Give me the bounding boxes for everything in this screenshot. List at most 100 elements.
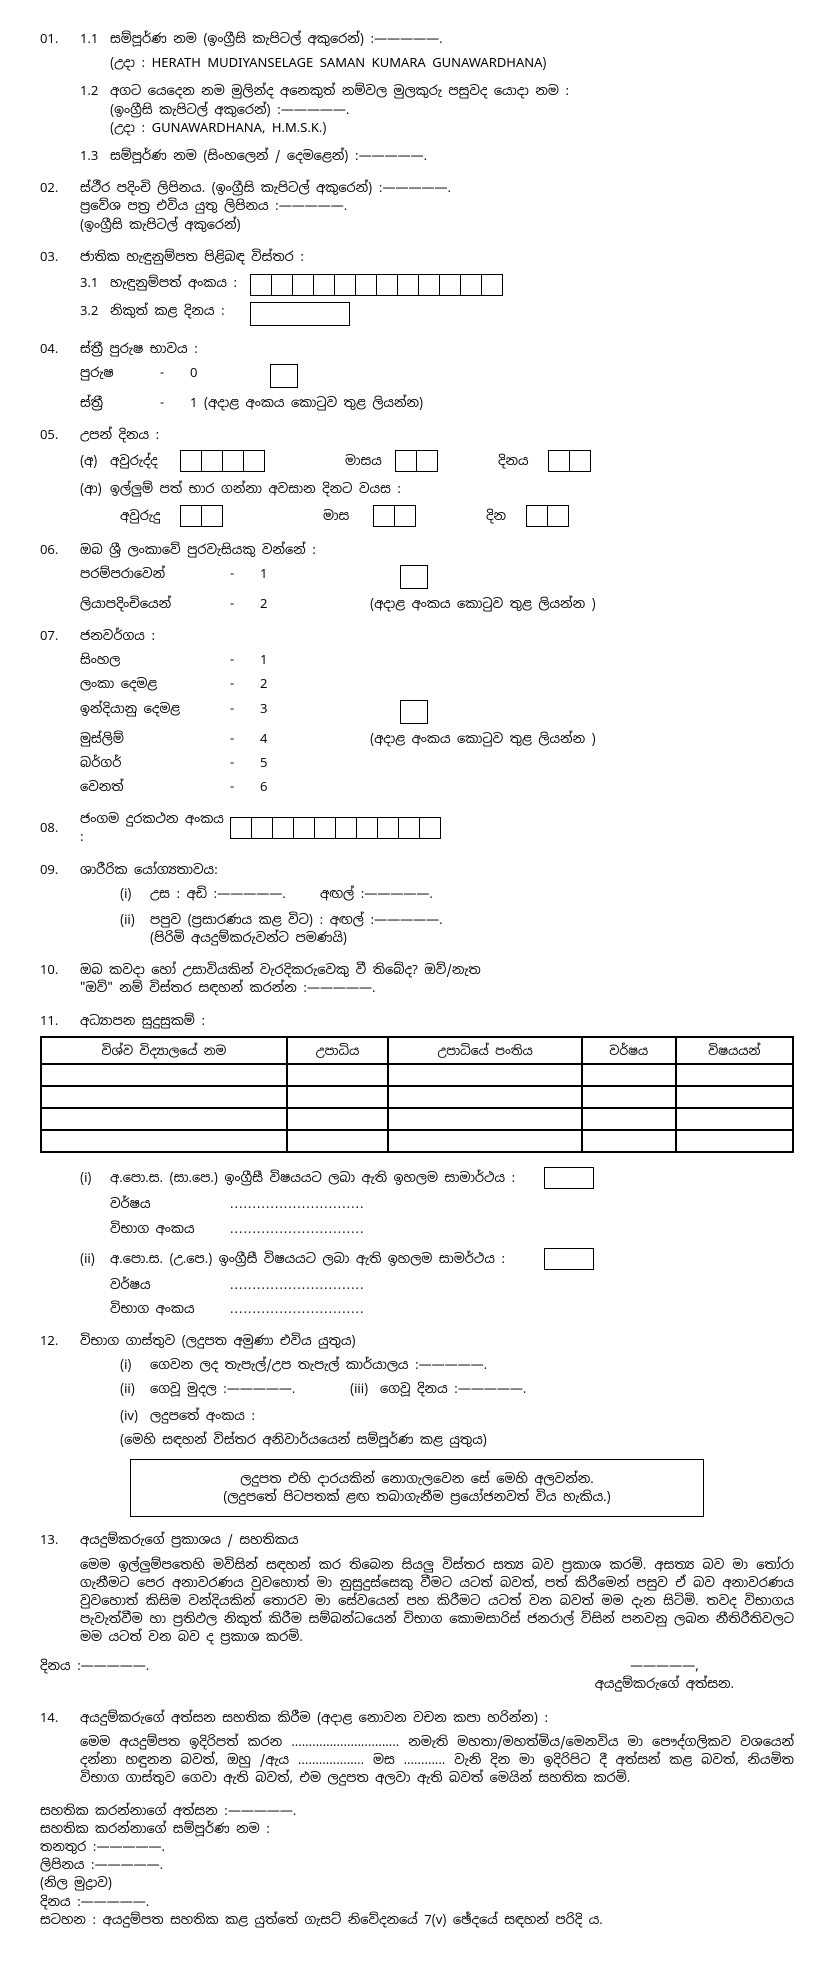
q11-yr-1: වර්ෂය [110, 1195, 230, 1213]
num-12: 12. [40, 1332, 80, 1350]
q06-o2: ලියාපදිංචියෙන් [80, 595, 230, 613]
q05-b: ඉල්ලුම් පත් භාර ගන්නා අවසාන දිනට වයස : [110, 480, 401, 498]
q05-year: අවුරුද්ද [110, 452, 180, 470]
al-grade-box[interactable] [544, 1248, 594, 1270]
q04-mv: 0 [190, 364, 220, 382]
q05-a-lbl: (අ) [80, 452, 110, 470]
q09-ii-b: (පිරිමි අයදුම්කරුවන්ට පමණයි) [150, 929, 443, 947]
num-10: 10. [40, 961, 80, 979]
q01-11-ex: (උදා : HERATH MUDIYANSELAGE SAMAN KUMARA… [110, 54, 794, 72]
section-06: 06. ඔබ ශ්‍රී ලංකාවේ පුරවැසියකු වන්නේ : ප… [40, 541, 794, 613]
q07-v6: 6 [260, 778, 320, 796]
q06-t: ඔබ ශ්‍රී ලංකාවේ පුරවැසියකු වන්නේ : [80, 541, 794, 559]
q11-i-n: (i) [80, 1169, 110, 1187]
q03-32: නිකුත් කළ දිනය : [110, 302, 250, 320]
table-row[interactable] [41, 1064, 793, 1086]
q05-day: දිනය [498, 452, 548, 470]
q12-iv: ලදුපතේ අංකය : [150, 1407, 255, 1425]
q02-a: ස්ථීර පදිංචි ලිපිනය. (ඉංග්‍රීසි කැපිටල් … [80, 179, 794, 197]
q01-12a: අගට යෙදෙන නම මුලින්ද අනෙකුත් නම්වල මුලකු… [110, 82, 794, 100]
dob-year[interactable] [180, 450, 265, 472]
edu-h5: විෂයයන් [676, 1037, 793, 1065]
dots2: .............................. [230, 1220, 365, 1238]
table-row[interactable] [41, 1086, 793, 1108]
edu-h2: උපාධිය [287, 1037, 389, 1065]
num-04: 04. [40, 340, 80, 358]
q05-t: උපන් දිනය : [80, 426, 794, 444]
q11-t: අධ්‍යාපන සුදුසුකම් : [80, 1012, 794, 1030]
education-table: විශ්ව විද්‍යාලයේ නම උපාධිය උපාධියේ පංතිය… [40, 1036, 794, 1154]
q14-c1: සහතික කරන්නාගේ අත්සන :—————. [40, 1802, 794, 1820]
ol-grade-box[interactable] [544, 1167, 594, 1189]
q06-v2: 2 [260, 595, 320, 613]
ethnic-box[interactable] [400, 700, 428, 724]
section-02: 02. ස්ථීර පදිංචි ලිපිනය. (ඉංග්‍රීසි කැපි… [40, 179, 794, 234]
subnum-31: 3.1 [80, 274, 110, 292]
table-row[interactable] [41, 1130, 793, 1152]
age-day[interactable] [526, 505, 569, 527]
q10-a: ඔබ කවදා හෝ උසාවියකින් වැරදිකරුවෙකු වී ති… [80, 961, 794, 979]
q12-iv-n: (iv) [120, 1407, 150, 1425]
q11-yr-2: වර්ෂය [110, 1276, 230, 1294]
edu-h4: වර්ෂය [582, 1037, 676, 1065]
table-row[interactable] [41, 1108, 793, 1130]
dots4: .............................. [230, 1300, 365, 1318]
q11-exno-2: විභාග අංකය [110, 1300, 230, 1318]
section-12: 12. විභාග ගාස්තුව (ලදුපත අමුණා එවිය යුතු… [40, 1332, 794, 1517]
q05-m2: මාස [323, 507, 373, 525]
q11-i: අ.පො.ස. (සා.පෙ.) ඉංග්‍රීසී විෂයයට ලබා ඇත… [110, 1169, 544, 1187]
issue-date-box[interactable] [250, 302, 350, 326]
q07-o2: ලංකා දෙමළ [80, 675, 230, 693]
q01-11: සම්පූර්ණ නම (ඉංග්‍රීසි කැපිටල් අකුරෙන්) … [110, 30, 794, 48]
num-08: 08. [40, 819, 80, 837]
q06-o1: පරම්පරාවෙන් [80, 565, 230, 583]
age-month[interactable] [373, 505, 416, 527]
q06-v1: 1 [260, 565, 320, 583]
q11-exno-1: විභාග අංකය [110, 1220, 230, 1238]
num-01: 01. [40, 30, 80, 48]
citizen-box[interactable] [400, 565, 428, 589]
q14-p: මෙම අයදුම්පත ඉදිරිපත් කරන ..............… [80, 1733, 794, 1788]
edu-h1: විශ්ව විද්‍යාලයේ නම [41, 1037, 287, 1065]
num-03: 03. [40, 248, 80, 266]
q12-iii-n: (iii) [350, 1380, 380, 1398]
section-11: 11. අධ්‍යාපන සුදුසුකම් : විශ්ව විද්‍යාලය… [40, 1012, 794, 1318]
q12-ii: ගෙවූ මුදල :—————. [150, 1380, 350, 1398]
q02-b: ප්‍රවේශ පත්‍ර එවිය යුතු ලිපිනය :—————. [80, 197, 794, 215]
q04-m: පුරුෂ [80, 364, 160, 382]
q07-v4: 4 [260, 730, 320, 748]
q14-c4: ලිපිනය :—————. [40, 1856, 794, 1874]
q14-c6: දිනය :—————. [40, 1893, 794, 1911]
dob-month[interactable] [395, 450, 438, 472]
q12-box1: ලදුපත එහි දාරයකින් නොගැලවෙන සේ මෙහි අලවන… [147, 1470, 687, 1488]
subnum-12: 1.2 [80, 82, 110, 100]
age-year[interactable] [180, 505, 223, 527]
q14-c2: සහතික කරන්නාගේ සම්පූර්ණ නම : [40, 1820, 794, 1838]
nic-boxes[interactable] [250, 274, 503, 296]
q09-i-a: උස : අඩි :—————. [150, 885, 320, 903]
mobile-boxes[interactable] [230, 817, 441, 839]
q07-t: ජනවර්ගය : [80, 627, 794, 645]
q04-f: ස්ත්‍රී [80, 394, 160, 412]
q09-i-n: (i) [120, 885, 150, 903]
gender-box[interactable] [270, 364, 298, 388]
q01-13: සම්පූර්ණ නම (සිංහලෙන් / දෙමළෙන්) :—————. [110, 147, 794, 165]
q11-ii-n: (ii) [80, 1250, 110, 1268]
q07-v2: 2 [260, 675, 320, 693]
dob-day[interactable] [548, 450, 591, 472]
q07-v1: 1 [260, 651, 320, 669]
section-14: 14. අයදුම්කරුගේ අත්සන සහතික කිරීම (අදාළ … [40, 1709, 794, 1929]
q07-v3: 3 [260, 700, 320, 718]
q13-sig2: අයදුම්කරුගේ අත්සන. [595, 1675, 734, 1693]
num-06: 06. [40, 541, 80, 559]
q07-v5: 5 [260, 754, 320, 772]
section-03: 03. ජාතික හැඳුනුම්පත පිළිබඳ විස්තර : 3.1… [40, 248, 794, 326]
q05-b-lbl: (ආ) [80, 480, 110, 498]
q08-t: ජංගම දුරකථන අංකය : [80, 810, 230, 846]
q14-c3: තනතුර :—————. [40, 1838, 794, 1856]
section-07: 07. ජනවර්ගය : සිංහල-1 ලංකා දෙමළ-2 ඉන්දිය… [40, 627, 794, 796]
dots3: .............................. [230, 1276, 365, 1294]
q10-b: "ඔව්" නම් විස්තර සඳහන් කරන්න :—————. [80, 979, 794, 997]
section-04: 04. ස්ත්‍රී පුරුෂ භාවය : පුරුෂ - 0 ස්ත්‍… [40, 340, 794, 412]
num-09: 09. [40, 861, 80, 879]
